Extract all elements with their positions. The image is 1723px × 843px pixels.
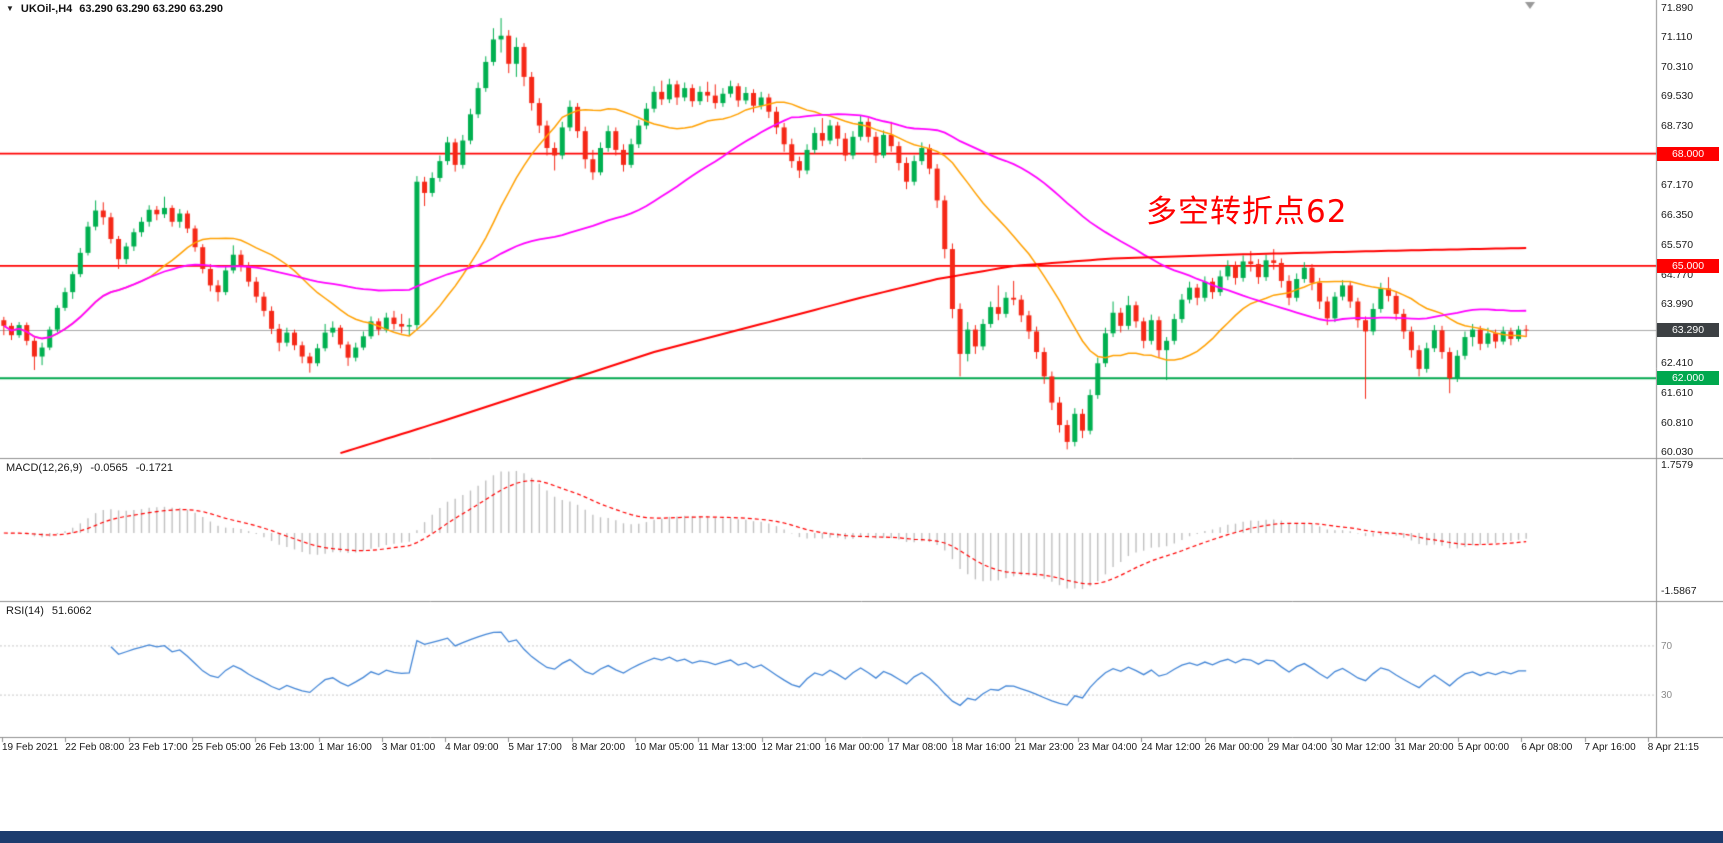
price-axis-label: 66.350 xyxy=(1661,209,1694,222)
symbol-title: UKOil-,H4 xyxy=(20,3,73,15)
time-axis-label: 1 Mar 16:00 xyxy=(318,742,372,753)
macd-axis-min-label: -1.5867 xyxy=(1661,585,1697,597)
price-line-badge: 68.000 xyxy=(1657,146,1719,161)
time-axis-label: 18 Mar 16:00 xyxy=(951,742,1011,753)
bottom-bar xyxy=(0,831,1723,843)
bid-price-badge: 63.290 xyxy=(1657,322,1719,337)
time-axis-label: 25 Feb 05:00 xyxy=(191,742,251,753)
price-axis-label: 65.570 xyxy=(1661,238,1694,251)
price-axis-label: 63.990 xyxy=(1661,297,1694,310)
price-axis-label: 68.730 xyxy=(1661,120,1694,133)
rsi-header: RSI(14) 51.6062 xyxy=(6,605,92,617)
price-axis-label: 62.410 xyxy=(1661,356,1694,369)
time-axis-label: 23 Feb 17:00 xyxy=(128,742,188,753)
time-axis-label: 16 Mar 00:00 xyxy=(824,742,884,753)
time-axis-label: 8 Mar 20:00 xyxy=(571,742,626,753)
time-axis[interactable]: 19 Feb 2021 22 Feb 08:00 23 Feb 17:00 25 Fe… xyxy=(0,740,1723,758)
time-axis-label: 4 Mar 09:00 xyxy=(445,742,499,753)
price-axis-label: 67.170 xyxy=(1661,178,1694,191)
time-axis-label: 24 Mar 12:00 xyxy=(1141,742,1201,753)
time-axis-label: 12 Mar 21:00 xyxy=(761,742,821,753)
time-axis-label: 19 Feb 2021 xyxy=(2,742,59,753)
time-axis-label: 26 Mar 00:00 xyxy=(1204,742,1264,753)
price-axis-label: 71.890 xyxy=(1661,2,1694,14)
price-axis-label: 61.610 xyxy=(1661,386,1694,399)
price-axis-label: 60.030 xyxy=(1661,446,1694,458)
price-axis-label: 71.110 xyxy=(1661,31,1693,44)
rsi-level-label: 70 xyxy=(1661,640,1673,652)
macd-main-value: -0.0565 xyxy=(90,462,128,474)
price-line-badge: 62.000 xyxy=(1657,371,1719,386)
chart-dropdown-icon[interactable]: ▼ xyxy=(6,4,14,13)
rsi-level-label: 30 xyxy=(1661,690,1673,702)
ohlc-readout: 63.290 63.290 63.290 63.290 xyxy=(79,3,224,15)
macd-axis-max-label: 1.7579 xyxy=(1661,459,1694,471)
symbol-header: ▼ UKOil-,H4 63.290 63.290 63.290 63.290 xyxy=(6,3,223,15)
time-axis-label: 5 Apr 00:00 xyxy=(1457,742,1510,753)
time-axis-label: 22 Feb 08:00 xyxy=(65,742,125,753)
time-axis-label: 7 Apr 16:00 xyxy=(1584,742,1636,753)
time-axis-label: 29 Mar 04:00 xyxy=(1268,742,1327,753)
time-axis-label: 21 Mar 23:00 xyxy=(1014,742,1074,753)
time-axis-label: 3 Mar 01:00 xyxy=(381,742,436,753)
time-axis-label: 5 Mar 17:00 xyxy=(508,742,562,753)
chart-plot-canvas[interactable] xyxy=(0,0,1723,770)
time-axis-label: 6 Apr 08:00 xyxy=(1521,742,1573,753)
price-axis-label: 69.530 xyxy=(1661,90,1694,103)
time-axis-label: 11 Mar 13:00 xyxy=(698,742,757,753)
time-axis-label: 17 Mar 08:00 xyxy=(888,742,948,753)
time-axis-label: 30 Mar 12:00 xyxy=(1331,742,1391,753)
rsi-value: 51.6062 xyxy=(51,605,92,617)
macd-title: MACD(12,26,9) xyxy=(6,462,83,474)
time-axis-label: 31 Mar 20:00 xyxy=(1394,742,1454,753)
price-scale[interactable]: 1.7579 -1.5867 71.890 71.110 70.310 69.530 6… xyxy=(1656,0,1723,770)
price-axis-label: 60.810 xyxy=(1661,416,1694,429)
price-axis-label: 70.310 xyxy=(1661,61,1694,74)
rsi-title: RSI(14) xyxy=(6,605,44,617)
time-axis-label: 8 Apr 21:15 xyxy=(1647,742,1699,753)
time-axis-label: 26 Feb 13:00 xyxy=(255,742,315,753)
price-line-badge: 65.000 xyxy=(1657,258,1719,273)
chart-annotation[interactable]: 多空转折点62 xyxy=(1146,194,1348,230)
time-axis-label: 23 Mar 04:00 xyxy=(1078,742,1138,753)
macd-signal-value: -0.1721 xyxy=(135,462,174,474)
time-axis-label: 10 Mar 05:00 xyxy=(635,742,694,753)
macd-header: MACD(12,26,9) -0.0565 -0.1721 xyxy=(6,462,173,474)
